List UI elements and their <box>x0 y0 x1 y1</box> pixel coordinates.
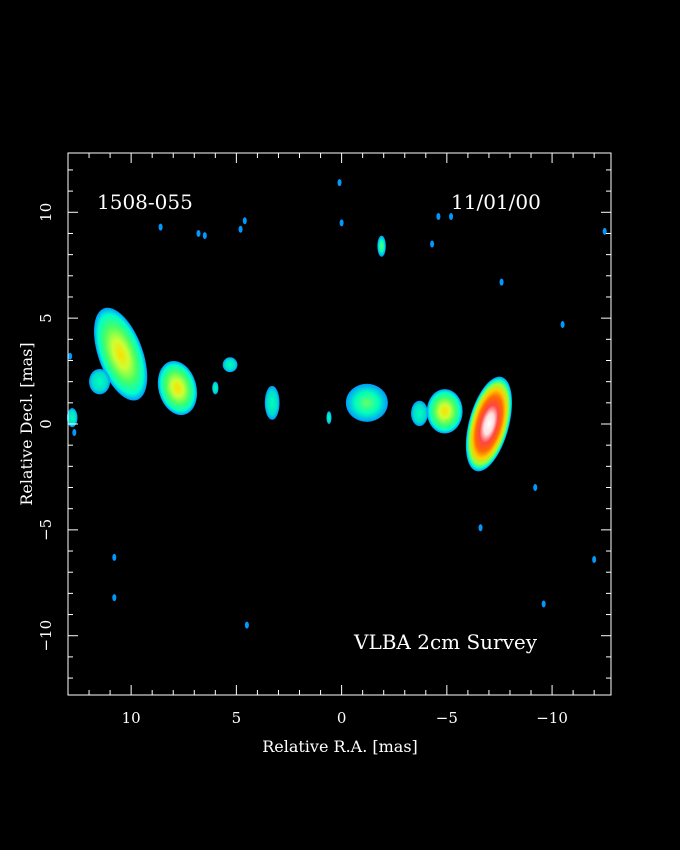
noise-speckle-12 <box>592 556 597 563</box>
emission-component-3 <box>66 408 78 428</box>
intensity-image <box>66 235 512 472</box>
noise-speckle-20 <box>158 223 163 231</box>
y-tick-label: 10 <box>37 203 55 222</box>
y-tick-labels: 10 5 0 −5 −10 <box>37 203 55 652</box>
noise-speckle-9 <box>478 524 483 532</box>
noise-speckle-10 <box>533 484 538 492</box>
emission-component-11 <box>411 400 428 427</box>
noise-speckle-16 <box>202 232 207 240</box>
survey-label: VLBA 2cm Survey <box>353 630 538 654</box>
x-tick-label: −5 <box>436 709 458 727</box>
noise-speckle-8 <box>602 227 607 235</box>
noise-speckle-5 <box>449 213 454 221</box>
y-tick-label: 0 <box>37 419 55 429</box>
y-tick-label: −10 <box>37 620 55 652</box>
y-tick-label: −5 <box>37 519 55 541</box>
emission-component-10 <box>377 235 386 257</box>
source-name-label: 1508-055 <box>97 190 193 214</box>
x-axis-label: Relative R.A. [mas] <box>262 737 418 756</box>
emission-component-6 <box>212 381 219 395</box>
emission-component-7 <box>264 385 280 420</box>
x-tick-label: 0 <box>337 709 347 727</box>
axis-ticks <box>68 153 611 695</box>
noise-speckle-21 <box>68 352 73 360</box>
noise-speckle-18 <box>242 217 247 225</box>
plot-frame <box>67 152 612 696</box>
noise-speckles <box>68 179 607 629</box>
x-tick-labels: 10 5 0 −5 −10 <box>122 709 568 727</box>
noise-speckle-14 <box>112 553 117 561</box>
y-tick-label: 5 <box>37 313 55 323</box>
noise-speckle-13 <box>244 621 249 629</box>
noise-speckle-22 <box>72 428 77 436</box>
noise-speckle-3 <box>430 240 435 248</box>
emission-component-2 <box>89 368 111 395</box>
noise-speckle-4 <box>436 213 441 221</box>
x-tick-label: 10 <box>122 709 141 727</box>
y-axis-label: Relative Decl. [mas] <box>17 342 36 505</box>
epoch-label: 11/01/00 <box>451 190 541 214</box>
noise-speckle-7 <box>560 320 565 328</box>
emission-component-13 <box>465 376 512 472</box>
noise-speckle-19 <box>238 225 243 233</box>
noise-speckle-2 <box>339 219 344 227</box>
noise-speckle-1 <box>337 179 342 187</box>
x-tick-label: −10 <box>536 709 568 727</box>
emission-component-12 <box>426 389 463 434</box>
emission-component-5 <box>222 357 238 373</box>
noise-speckle-17 <box>196 229 201 237</box>
noise-speckle-11 <box>541 600 546 608</box>
noise-speckle-15 <box>112 594 117 602</box>
emission-component-4 <box>157 360 198 416</box>
emission-component-9 <box>345 383 388 422</box>
x-tick-label: 5 <box>232 709 242 727</box>
noise-speckle-6 <box>499 278 504 286</box>
emission-component-8 <box>326 411 332 424</box>
